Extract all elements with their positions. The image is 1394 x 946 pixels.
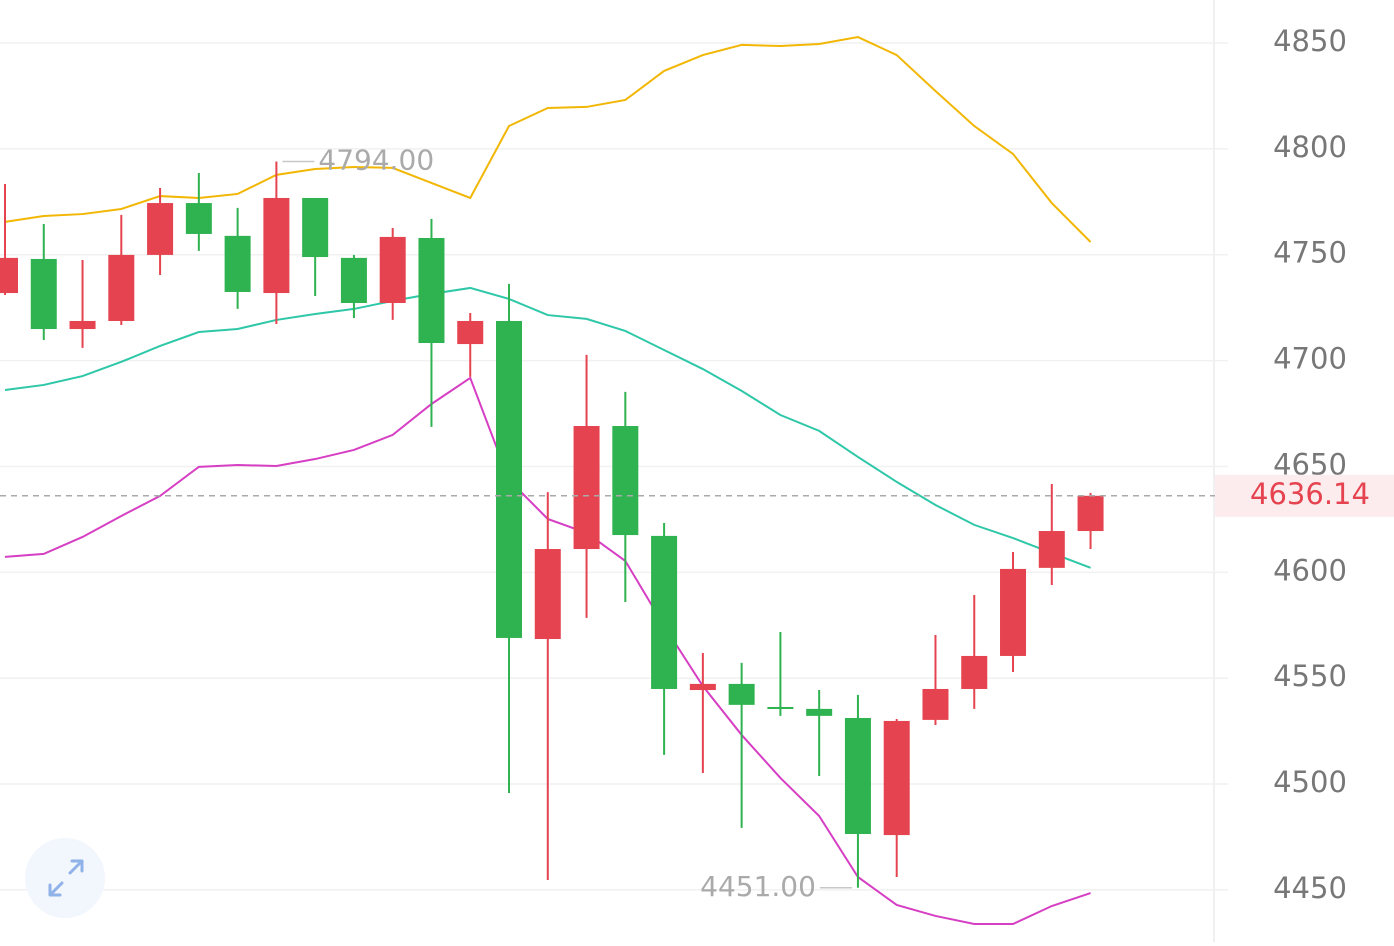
y-tick-label: 4600 xyxy=(1273,553,1347,587)
y-tick-label: 4500 xyxy=(1273,765,1347,799)
y-tick-label: 4550 xyxy=(1273,659,1347,693)
y-tick-label: 4750 xyxy=(1273,236,1347,270)
y-tick-label: 4450 xyxy=(1273,871,1347,905)
candle-body xyxy=(767,706,794,709)
y-tick-label: 4800 xyxy=(1273,130,1347,164)
candle-body xyxy=(1038,531,1065,568)
candle-body xyxy=(1000,568,1027,656)
annotation-label: 4451.00 xyxy=(700,870,816,903)
candle-body xyxy=(806,708,833,716)
candle-body xyxy=(457,320,484,345)
band-line xyxy=(4,286,1091,569)
candle-body xyxy=(340,257,367,303)
last-price-label: 4636.14 xyxy=(1250,477,1370,511)
candle-body xyxy=(1077,495,1104,532)
candle-body xyxy=(651,535,678,689)
expand-icon[interactable] xyxy=(48,859,84,897)
candle-body xyxy=(728,683,755,705)
candle-body xyxy=(961,655,988,689)
band-line xyxy=(4,36,1092,243)
candle-body xyxy=(612,426,639,536)
candle-body xyxy=(224,235,251,292)
candle-body xyxy=(0,257,18,294)
candle-body xyxy=(69,320,96,330)
candle-body xyxy=(573,426,600,550)
candle-body xyxy=(379,236,406,303)
y-tick-label: 4850 xyxy=(1273,24,1347,58)
candle-body xyxy=(108,254,135,321)
candle-body xyxy=(534,549,561,640)
candle-body xyxy=(263,197,290,294)
candle-body xyxy=(689,683,716,691)
expand-button-bg[interactable] xyxy=(25,838,105,918)
candle-body xyxy=(883,720,910,836)
y-tick-label: 4700 xyxy=(1273,342,1347,376)
candle-body xyxy=(922,688,949,720)
last-price-bg xyxy=(1215,474,1394,517)
candle-body xyxy=(147,203,174,255)
candle-body xyxy=(844,717,871,835)
candle-body xyxy=(185,203,212,234)
annotation-label: 4794.00 xyxy=(318,144,434,177)
candle-body xyxy=(30,258,57,330)
expand-button[interactable] xyxy=(25,838,105,918)
candle-body xyxy=(302,197,329,258)
candle-body xyxy=(496,320,523,638)
candle-body xyxy=(418,237,445,344)
